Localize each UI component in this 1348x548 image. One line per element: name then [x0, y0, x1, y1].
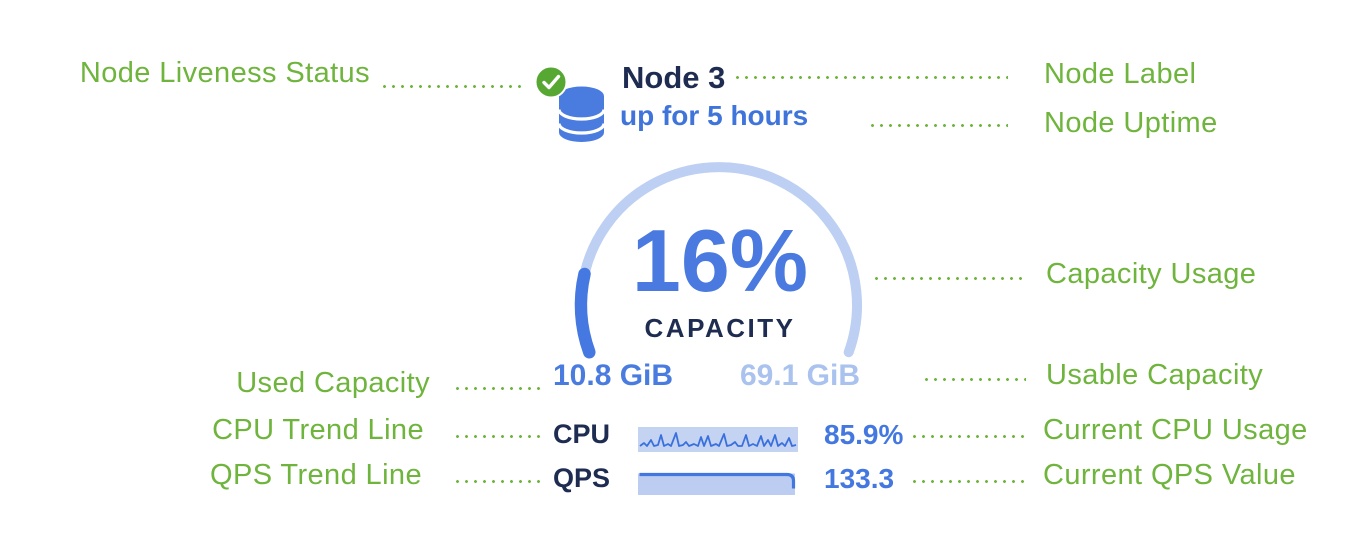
qps-label: QPS	[553, 463, 611, 493]
dotted-leader-line-qps-trend	[453, 480, 545, 483]
dotted-leader-line-capacity-usage	[872, 277, 1026, 280]
capacity-usage-percent: 16%	[631, 211, 809, 310]
annotation-cpu-trend-line: CPU Trend Line	[212, 414, 424, 446]
annotation-node-uptime: Node Uptime	[1044, 107, 1218, 139]
annotation-node-label: Node Label	[1044, 58, 1197, 90]
annotation-node-liveness-status: Node Liveness Status	[79, 57, 370, 89]
dotted-leader-line-usable-capacity	[922, 378, 1026, 381]
annotation-qps-trend-line: QPS Trend Line	[210, 459, 422, 491]
dotted-leader-line-cpu-trend	[453, 435, 545, 438]
used-capacity-value: 10.8 GiB	[553, 359, 674, 392]
dotted-leader-line-liveness	[380, 85, 522, 88]
node-label-text: Node 3	[622, 60, 726, 95]
annotation-current-qps-value: Current QPS Value	[1043, 459, 1296, 491]
annotation-used-capacity: Used Capacity	[236, 367, 430, 399]
cpu-sparkline	[638, 427, 798, 452]
node-uptime-text: up for 5 hours	[620, 100, 809, 131]
qps-current-value: 133.3	[824, 463, 895, 494]
capacity-caption: CAPACITY	[644, 313, 796, 343]
gauge-fill-arc	[574, 267, 596, 359]
annotation-usable-capacity: Usable Capacity	[1046, 359, 1264, 391]
capacity-gauge	[555, 148, 885, 378]
dotted-leader-line-node-uptime	[868, 124, 1008, 127]
dotted-leader-line-qps-value	[910, 480, 1026, 483]
dotted-leader-line-cpu-value	[910, 435, 1026, 438]
dotted-leader-line-node-label	[733, 76, 1008, 79]
cpu-label: CPU	[553, 419, 611, 449]
database-icon	[557, 86, 606, 142]
usable-capacity-value: 69.1 GiB	[739, 359, 860, 392]
annotation-current-cpu-usage: Current CPU Usage	[1043, 414, 1308, 446]
dotted-leader-line-used-capacity	[453, 387, 545, 390]
cpu-usage-value: 85.9%	[824, 419, 904, 450]
annotation-capacity-usage: Capacity Usage	[1046, 258, 1257, 290]
qps-sparkline	[638, 470, 798, 495]
liveness-check-icon	[534, 65, 568, 99]
